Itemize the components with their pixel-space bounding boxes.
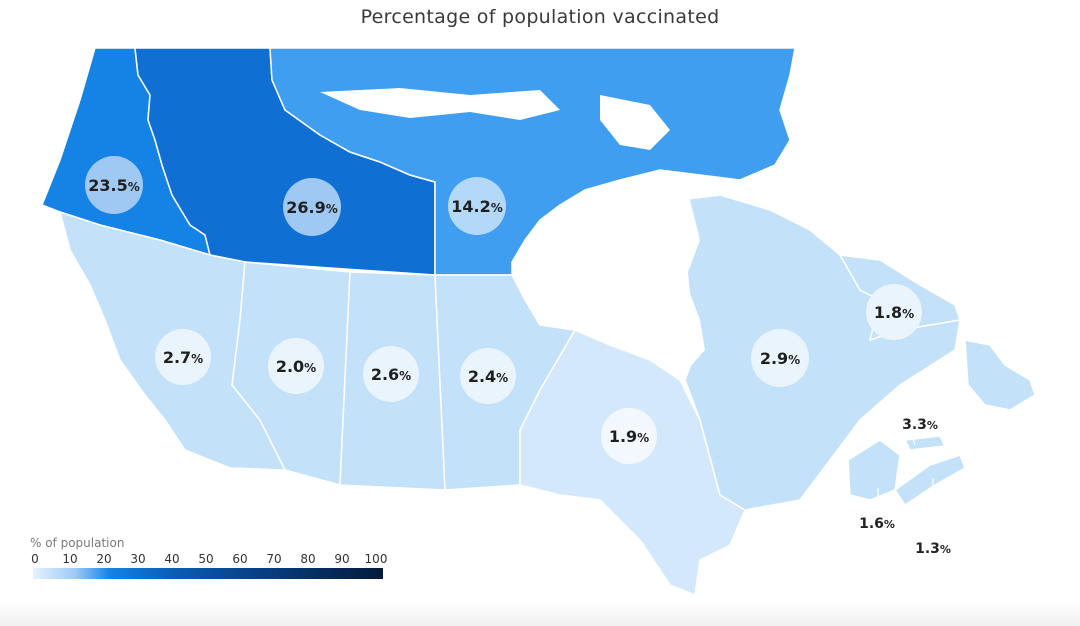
legend-tick: 60: [232, 552, 248, 566]
value-quebec: 2.9: [760, 349, 788, 368]
legend-ticks: 0 10 20 30 40 50 60 70 80 90 100: [30, 552, 390, 568]
legend-color-ramp: [33, 568, 383, 579]
value-ontario: 1.9: [609, 427, 637, 446]
map-title: Percentage of population vaccinated: [360, 6, 720, 28]
value-bubble-bc: 2.7%: [155, 329, 211, 385]
callout-line-pei: [911, 434, 916, 446]
value-nova-scotia: 1.3%: [915, 541, 951, 557]
legend-tick: 100: [364, 552, 388, 566]
bottom-fade: [0, 600, 1080, 626]
color-legend: % of population 0 10 20 30 40 50 60 70 8…: [30, 536, 390, 579]
svg-text:2.7%: 2.7%: [163, 348, 203, 367]
region-pei[interactable]: [903, 435, 947, 451]
legend-title: % of population: [30, 536, 125, 550]
legend-tick: 40: [164, 552, 180, 566]
svg-text:2.6%: 2.6%: [371, 365, 411, 384]
legend-tick: 30: [130, 552, 146, 566]
value-bubble-yukon: 23.5%: [85, 156, 143, 214]
legend-tick: 80: [300, 552, 316, 566]
value-bubble-ontario: 1.9%: [601, 408, 657, 464]
svg-text:2.4%: 2.4%: [468, 367, 508, 386]
value-bubble-manitoba: 2.4%: [460, 348, 516, 404]
region-nova-scotia[interactable]: [893, 454, 966, 507]
arctic-channel: [320, 88, 560, 120]
value-pei: 3.3%: [902, 417, 938, 433]
legend-tick: 70: [266, 552, 282, 566]
legend-tick: 10: [62, 552, 78, 566]
svg-text:1.9%: 1.9%: [609, 427, 649, 446]
value-alberta: 2.0: [276, 357, 304, 376]
legend-tick: 20: [96, 552, 112, 566]
svg-text:23.5%: 23.5%: [88, 176, 140, 195]
legend-tick: 0: [31, 552, 39, 566]
value-saskatchewan: 2.6: [371, 365, 399, 384]
value-nunavut: 14.2: [451, 197, 490, 216]
hudson-bay: [512, 178, 705, 378]
svg-text:14.2%: 14.2%: [451, 197, 503, 216]
region-new-brunswick[interactable]: [847, 439, 901, 501]
value-new-brunswick: 1.6%: [859, 516, 895, 532]
value-nwt: 26.9: [286, 198, 325, 217]
value-bubble-quebec: 2.9%: [751, 329, 809, 387]
legend-tick: 50: [198, 552, 214, 566]
value-yukon: 23.5: [88, 176, 127, 195]
svg-text:1.8%: 1.8%: [874, 303, 914, 322]
value-bubble-saskatchewan: 2.6%: [363, 346, 419, 402]
svg-text:2.0%: 2.0%: [276, 357, 316, 376]
region-newfoundland[interactable]: [964, 339, 1036, 411]
svg-text:26.9%: 26.9%: [286, 198, 338, 217]
value-bc: 2.7: [163, 348, 191, 367]
value-bubble-nunavut: 14.2%: [448, 177, 506, 235]
value-bubble-newfoundland-labrador: 1.8%: [866, 284, 922, 340]
svg-text:2.9%: 2.9%: [760, 349, 800, 368]
region-quebec[interactable]: [679, 194, 961, 511]
value-nl: 1.8: [874, 303, 902, 322]
value-bubble-alberta: 2.0%: [268, 338, 324, 394]
value-bubble-nwt: 26.9%: [283, 178, 341, 236]
legend-tick: 90: [334, 552, 350, 566]
value-manitoba: 2.4: [468, 367, 496, 386]
foxe-basin: [600, 95, 670, 150]
